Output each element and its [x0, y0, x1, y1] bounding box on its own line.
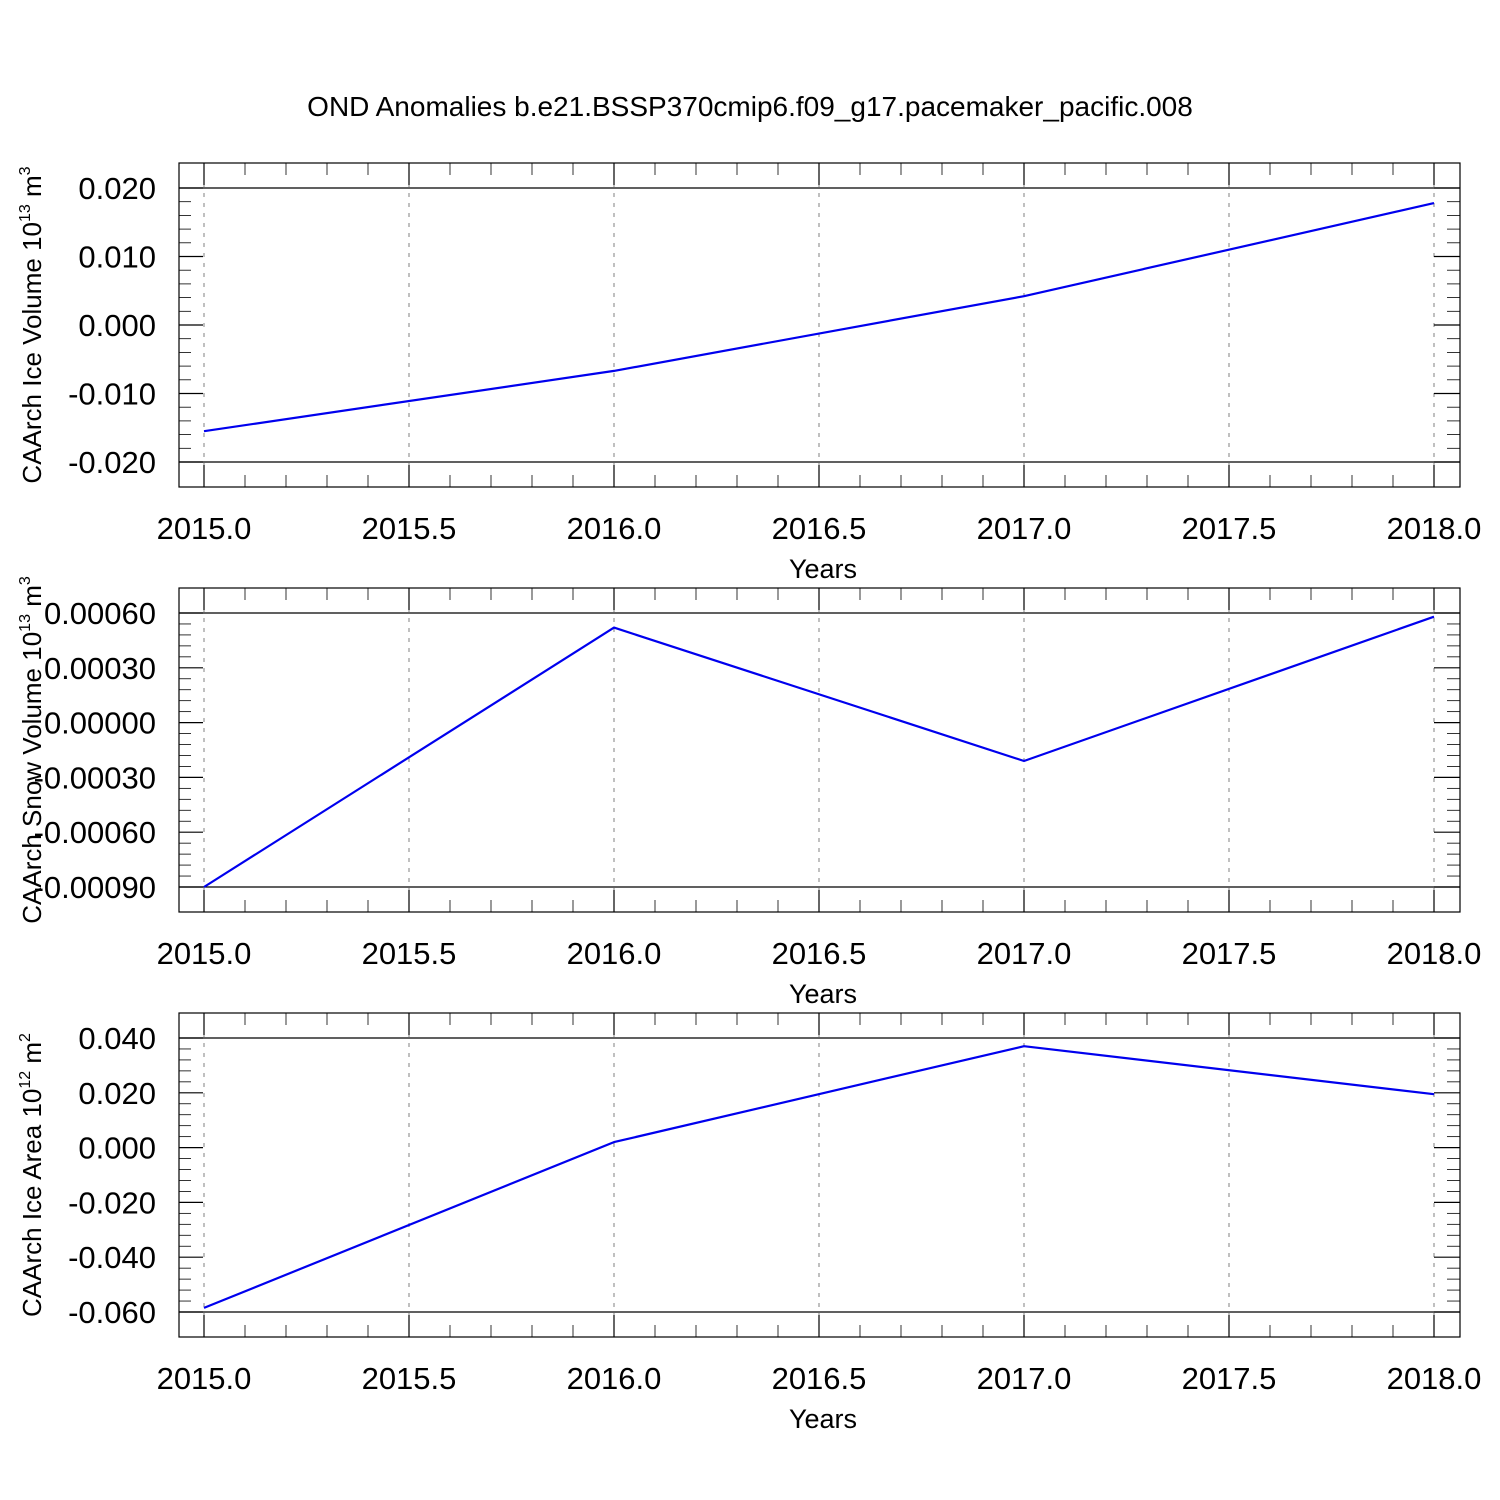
- y-tick-label: 0.000: [78, 308, 156, 343]
- y-tick-label: -0.010: [68, 377, 156, 412]
- y-tick-label: -0.00090: [34, 870, 156, 905]
- panels-layer: 2015.0 2015.5 2016.0 2016.5 2017.0 2017.5 2018…: [17, 162, 1482, 1434]
- y-axis-label-text: CAArch Ice Volume 10: [17, 222, 47, 484]
- x-tick-label: 2016.5: [772, 1361, 867, 1396]
- chart-title: OND Anomalies b.e21.BSSP370cmip6.f09_g17…: [307, 91, 1193, 122]
- y-tick-label: 0.000: [78, 1131, 156, 1166]
- y-axis-label-exponent: 12: [17, 1071, 34, 1089]
- y-tick-label: -0.00030: [34, 760, 156, 795]
- y-tick-label: 0.040: [78, 1021, 156, 1056]
- x-tick-label: 2017.5: [1182, 1361, 1277, 1396]
- x-axis-label: Years: [789, 979, 857, 1009]
- y-tick-label: 0.00000: [44, 706, 156, 741]
- y-axis-label-exponent: 13: [17, 204, 34, 222]
- y-tick-label: -0.060: [68, 1295, 156, 1330]
- series-line: [203, 1045, 1435, 1309]
- y-axis-label-unit-exponent: 3: [17, 576, 34, 585]
- x-axis-label: Years: [789, 1404, 857, 1434]
- x-tick-label: 2015.5: [362, 1361, 457, 1396]
- y-tick-label: -0.020: [68, 445, 156, 480]
- y-axis-label-unit-exponent: 3: [17, 166, 34, 175]
- x-tick-label: 2018.0: [1387, 1361, 1482, 1396]
- y-tick-label: 0.00030: [44, 651, 156, 686]
- x-tick-label: 2016.5: [772, 936, 867, 971]
- panel-ice-area: 2015.0 2015.5 2016.0 2016.5 2017.0 2017.5 2018…: [17, 1012, 1482, 1434]
- y-axis-label-text: CAArch Snow Volume 10: [17, 632, 47, 924]
- x-tick-label: 2016.0: [567, 1361, 662, 1396]
- y-tick-label: -0.040: [68, 1240, 156, 1275]
- x-tick-label: 2015.5: [362, 511, 457, 546]
- y-axis-label-unit: m: [17, 1042, 47, 1071]
- x-tick-label: 2015.5: [362, 936, 457, 971]
- x-tick-label: 2018.0: [1387, 936, 1482, 971]
- y-axis-label: CAArch Ice Volume 1013 m3: [17, 166, 47, 483]
- series-line: [203, 202, 1435, 433]
- panel-snow-volume: 2015.0 2015.5 2016.0 2016.5 2017.0 2017.5 2018…: [17, 576, 1481, 1009]
- y-axis-label-unit-exponent: 2: [17, 1033, 34, 1042]
- y-axis-label-unit: m: [17, 175, 47, 204]
- y-tick-label: 0.00060: [44, 596, 156, 631]
- x-tick-label: 2016.0: [567, 511, 662, 546]
- y-tick-label: -0.00060: [34, 815, 156, 850]
- x-tick-label: 2017.0: [977, 1361, 1072, 1396]
- x-tick-label: 2016.5: [772, 511, 867, 546]
- y-axis-label: CAArch Ice Area 1012 m2: [17, 1033, 47, 1317]
- x-tick-label: 2015.0: [157, 1361, 252, 1396]
- y-axis-label-unit: m: [17, 585, 47, 614]
- x-tick-label: 2015.0: [157, 936, 252, 971]
- y-axis-label-text: CAArch Ice Area 10: [17, 1089, 47, 1317]
- series-line: [203, 615, 1435, 888]
- x-tick-label: 2016.0: [567, 936, 662, 971]
- x-tick-label: 2017.0: [977, 511, 1072, 546]
- x-tick-label: 2018.0: [1387, 511, 1482, 546]
- y-tick-label: -0.020: [68, 1185, 156, 1220]
- y-tick-label: 0.010: [78, 240, 156, 275]
- x-tick-label: 2017.0: [977, 936, 1072, 971]
- x-tick-label: 2017.5: [1182, 511, 1277, 546]
- y-tick-label: 0.020: [78, 1076, 156, 1111]
- panel-ice-volume: 2015.0 2015.5 2016.0 2016.5 2017.0 2017.5 2018…: [17, 162, 1482, 584]
- x-tick-label: 2015.0: [157, 511, 252, 546]
- y-axis-label: CAArch Snow Volume 1013 m3: [17, 576, 47, 924]
- y-axis-label-exponent: 13: [17, 614, 34, 632]
- x-axis-label: Years: [789, 554, 857, 584]
- x-tick-label: 2017.5: [1182, 936, 1277, 971]
- y-tick-label: 0.020: [78, 171, 156, 206]
